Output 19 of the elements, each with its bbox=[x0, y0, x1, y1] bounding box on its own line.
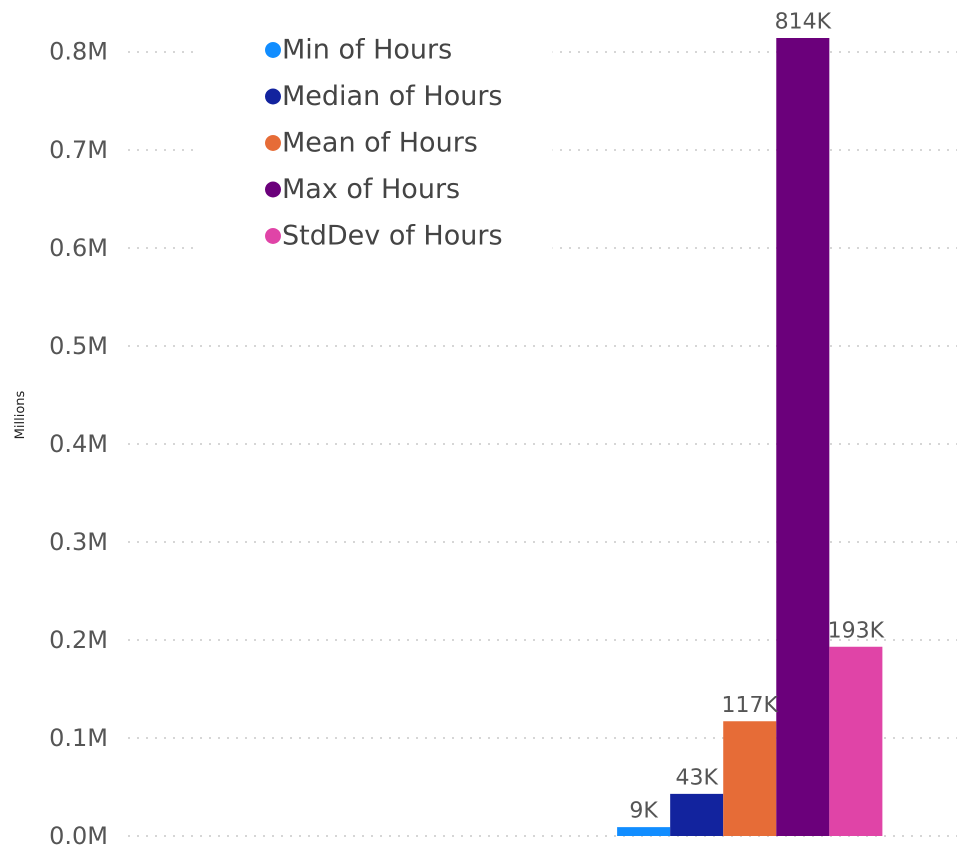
y-tick-label: 0.0M bbox=[49, 822, 108, 850]
legend-label: Mean of Hours bbox=[282, 128, 478, 158]
data-label: 43K bbox=[675, 765, 718, 790]
data-label: 814K bbox=[774, 10, 832, 34]
legend-label: Median of Hours bbox=[282, 81, 502, 112]
y-tick-label: 0.2M bbox=[49, 626, 108, 654]
legend-label: Max of Hours bbox=[282, 174, 460, 205]
y-tick-label: 0.7M bbox=[49, 136, 108, 164]
data-label: 193K bbox=[828, 618, 885, 644]
y-axis-title: Millions bbox=[13, 390, 28, 440]
y-tick-label: 0.8M bbox=[49, 38, 108, 66]
y-tick-label: 0.4M bbox=[49, 430, 108, 458]
y-tick-label: 0.1M bbox=[49, 724, 108, 752]
legend-label: Min of Hours bbox=[282, 34, 452, 66]
y-tick-label: 0.6M bbox=[49, 234, 108, 262]
legend-label: StdDev of Hours bbox=[282, 220, 503, 252]
y-tick-label: 0.5M bbox=[49, 332, 108, 360]
y-tick-label: 0.3M bbox=[49, 528, 108, 556]
data-label: 9K bbox=[629, 798, 658, 824]
